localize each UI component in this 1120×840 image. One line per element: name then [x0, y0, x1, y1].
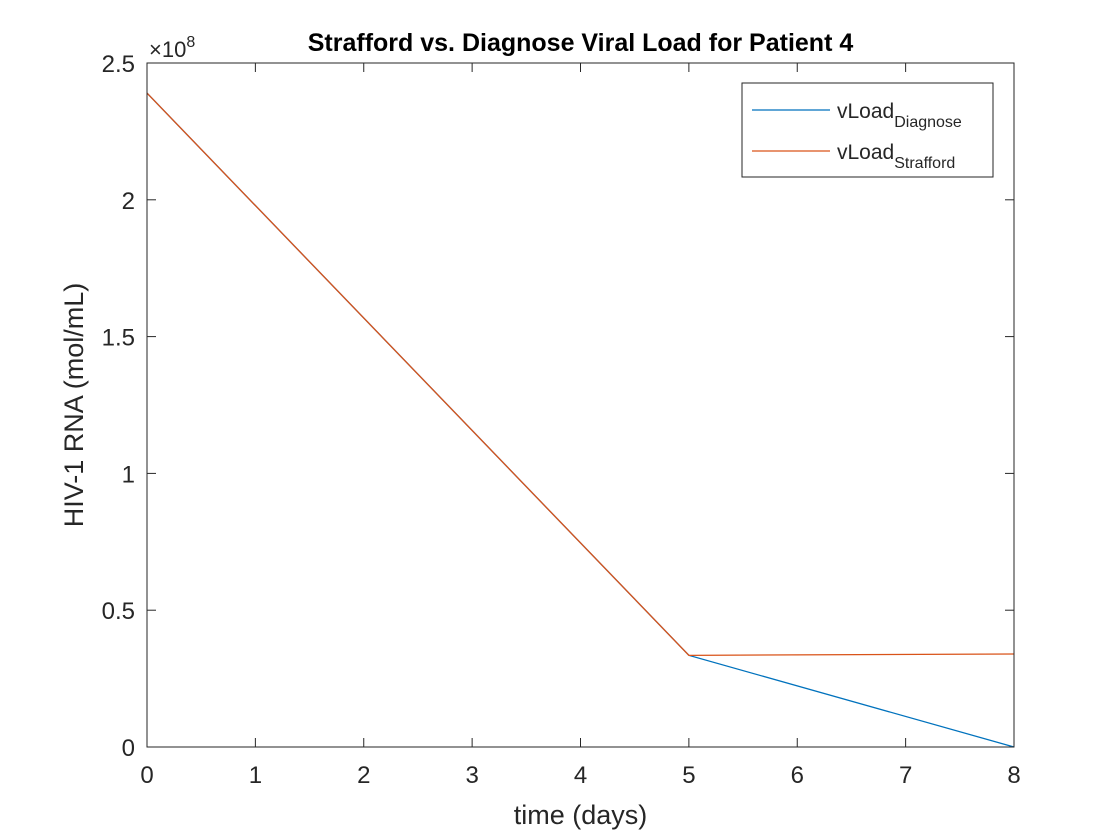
x-tick-label: 8	[1007, 762, 1020, 789]
legend-entry-base: vLoad	[837, 100, 894, 123]
x-axis-label: time (days)	[514, 800, 648, 830]
axes-box	[146, 62, 1015, 748]
x-tick-label: 5	[682, 762, 695, 789]
legend-entry: vLoadStrafford	[837, 141, 955, 172]
x-tick-label: 0	[140, 762, 153, 789]
x-tick-label: 2	[357, 762, 370, 789]
series-line-strafford	[146, 92, 1015, 656]
series-layer	[146, 92, 1015, 748]
y-exponent-power: 8	[186, 34, 195, 51]
x-tick-label: 7	[899, 762, 912, 789]
x-tick-label: 1	[249, 762, 262, 789]
x-tick-label: 3	[465, 762, 478, 789]
legend-box	[741, 82, 994, 178]
y-axis-label: HIV-1 RNA (mol/mL)	[59, 283, 89, 528]
x-tick-label: 6	[791, 762, 804, 789]
chart-title: Strafford vs. Diagnose Viral Load for Pa…	[308, 29, 854, 57]
y-tick-label: 0.5	[102, 598, 135, 625]
legend-entry-base: vLoad	[837, 141, 894, 164]
y-tick-label: 1.5	[102, 325, 135, 352]
y-tick-label: 2.5	[102, 51, 135, 78]
legend-entry: vLoadDiagnose	[837, 100, 962, 131]
tick-labels: 0 1 2 3 4 5 6 7 8 0 0.5 1 1.5 2 2.5	[102, 51, 1021, 789]
legend-entry-subscript: Strafford	[894, 155, 955, 172]
y-axis-exponent: ×108	[149, 34, 195, 62]
y-exponent-base: ×10	[149, 37, 186, 62]
legend-entry-subscript: Diagnose	[894, 114, 962, 131]
y-tick-label: 2	[122, 188, 135, 215]
y-tick-label: 1	[122, 461, 135, 488]
y-tick-label: 0	[122, 735, 135, 762]
x-tick-label: 4	[574, 762, 587, 789]
